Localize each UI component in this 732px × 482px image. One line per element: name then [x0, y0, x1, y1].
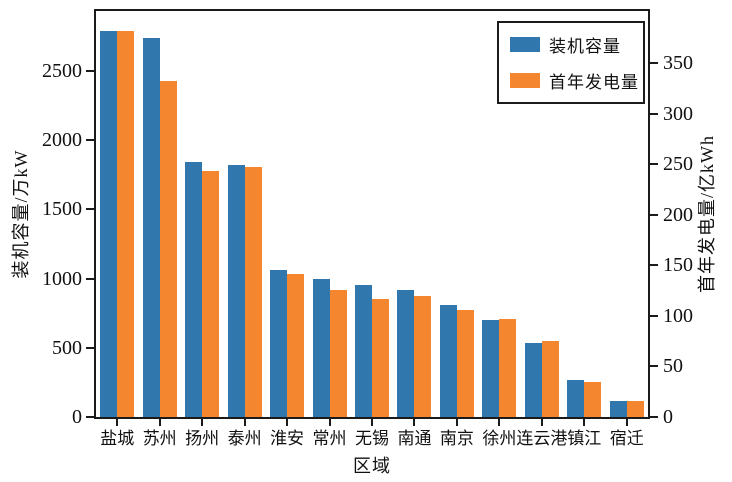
left-y-tick-label: 1500 [42, 198, 82, 221]
first-year-generation-bar [159, 81, 177, 417]
first-year-generation-bar [372, 299, 389, 417]
right-y-tick-label: 150 [663, 254, 693, 277]
x-tick-label: 徐州 [482, 429, 517, 448]
x-tick-label: 扬州 [185, 429, 220, 448]
right-y-tickmark [650, 213, 658, 216]
first-year-generation-bar [414, 296, 432, 417]
right-y-tick-label: 50 [663, 355, 683, 378]
right-y-tickmark [650, 112, 658, 115]
right-y-tick-label: 100 [663, 304, 693, 327]
x-tickmark [625, 419, 628, 426]
x-tickmark [540, 419, 543, 426]
left-y-tick-label: 2500 [42, 60, 82, 82]
x-tick-label: 淮安 [270, 429, 305, 448]
left-y-tick-label: 0 [72, 406, 82, 428]
installed-capacity-bar [312, 279, 330, 417]
first-year-generation-bar [244, 167, 262, 417]
first-year-generation-bar [584, 382, 602, 417]
left-y-tickmark [86, 416, 94, 418]
x-tickmark [413, 419, 416, 426]
x-tickmark [158, 419, 161, 426]
right-y-tick-label: 200 [663, 203, 693, 226]
left-y-tickmark [86, 70, 94, 72]
first-year-generation-bar [456, 310, 474, 417]
installed-capacity-bar [482, 320, 500, 417]
installed-capacity-bar [355, 285, 372, 417]
legend-label: 装机容量 [549, 37, 621, 56]
right-y-tickmark [650, 365, 658, 368]
left-y-tick-label: 500 [52, 336, 82, 359]
right-y-tickmark [650, 314, 658, 317]
x-tick-label: 南京 [439, 429, 474, 448]
first-year-generation-bar [117, 31, 135, 417]
x-tickmark [498, 419, 501, 426]
x-tick-label: 泰州 [227, 429, 262, 448]
right-y-tickmark [650, 163, 658, 166]
left-y-tick-label: 2000 [42, 129, 82, 152]
right-y-tickmark [650, 62, 658, 64]
first-year-generation-bar [541, 341, 559, 417]
x-tickmark [328, 419, 331, 426]
installed-capacity-bar [227, 165, 245, 417]
left-y-tickmark [86, 139, 94, 142]
right-y-tick-label: 250 [663, 153, 693, 176]
installed-capacity-bar [524, 343, 542, 417]
left-y-tickmark [86, 277, 94, 280]
legend-row: 装机容量 [510, 32, 633, 57]
installed-capacity-swatch [510, 37, 540, 52]
x-tick-label: 无锡 [355, 429, 389, 448]
x-tick-label: 常州 [312, 429, 347, 448]
installed-capacity-bar [100, 31, 118, 417]
x-tickmark [371, 419, 373, 426]
right-y-tickmark [650, 416, 658, 418]
x-tick-label: 连云港 [516, 429, 568, 448]
x-tickmark [116, 419, 119, 426]
legend: 装机容量 首年发电量 [497, 21, 645, 104]
installed-capacity-bar [567, 380, 585, 417]
left-y-tick-label: 1000 [42, 267, 82, 290]
installed-capacity-bar [142, 38, 160, 417]
x-axis-title: 区域 [353, 456, 391, 476]
installed-capacity-bar [397, 290, 415, 417]
first-year-generation-swatch [510, 73, 540, 88]
installed-capacity-bar [185, 162, 203, 417]
x-tick-label: 南通 [397, 429, 432, 448]
first-year-generation-bar [499, 319, 517, 417]
legend-label: 首年发电量 [549, 73, 639, 92]
x-tick-label: 宿迁 [609, 429, 644, 448]
x-tickmark [243, 419, 246, 426]
right-y-tick-label: 350 [663, 52, 693, 74]
right-y-tick-label: 300 [663, 102, 693, 125]
first-year-generation-bar [287, 274, 305, 417]
first-year-generation-bar [202, 171, 220, 417]
legend-row: 首年发电量 [510, 68, 638, 93]
first-year-generation-bar [329, 290, 347, 417]
right-y-tick-label: 0 [663, 406, 673, 428]
installed-capacity-bar [609, 401, 627, 417]
x-tickmark [455, 419, 458, 426]
x-tick-label: 镇江 [567, 429, 602, 448]
first-year-generation-bar [626, 401, 644, 417]
right-y-tickmark [650, 264, 658, 267]
x-tickmark [201, 419, 204, 426]
installed-capacity-bar [270, 270, 288, 417]
installed-capacity-bar [439, 305, 457, 417]
left-y-tickmark [86, 346, 94, 349]
x-tick-label: 苏州 [142, 429, 177, 448]
x-tickmark [286, 419, 289, 426]
left-y-tickmark [86, 208, 94, 211]
x-tick-label: 盐城 [100, 429, 135, 448]
x-tickmark [583, 419, 586, 426]
